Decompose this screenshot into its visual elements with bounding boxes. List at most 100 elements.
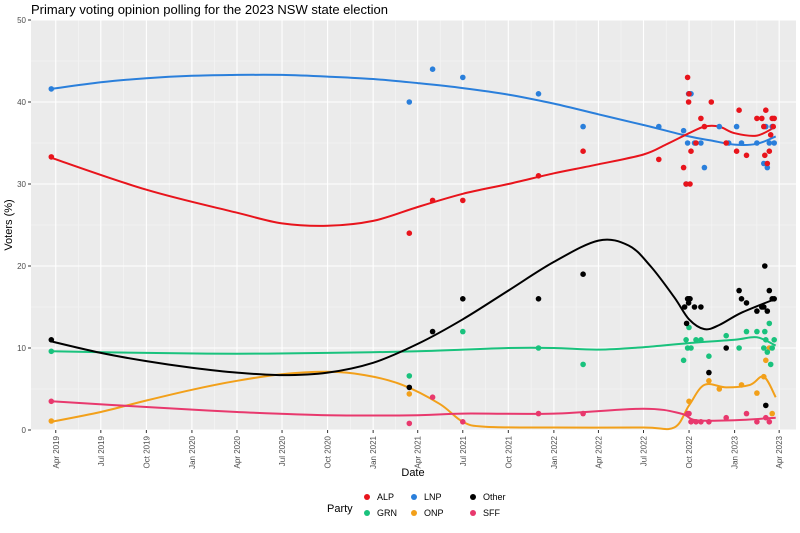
point-grn: [736, 345, 742, 351]
point-alp: [48, 154, 55, 160]
y-tick-label: 10: [17, 344, 26, 353]
point-alp: [701, 123, 708, 130]
y-axis-label: Voters (%): [3, 199, 15, 250]
point-grn: [460, 328, 466, 335]
point-alp: [736, 107, 742, 113]
point-other: [723, 345, 729, 351]
poll-points: [48, 66, 777, 427]
point-sff: [535, 410, 542, 417]
x-tick-label: Oct 2021: [504, 435, 513, 468]
point-onp: [761, 373, 767, 380]
point-sff: [688, 419, 694, 425]
x-tick-label: Apr 2021: [414, 435, 423, 468]
y-axis: 0 10 20 30 40 50: [17, 16, 31, 435]
point-alp: [759, 115, 765, 122]
point-alp: [733, 148, 740, 154]
point-sff: [754, 419, 760, 425]
point-other: [736, 287, 742, 294]
point-onp: [686, 398, 692, 405]
point-other: [743, 300, 750, 306]
point-sff: [460, 419, 466, 425]
point-onp: [706, 378, 712, 384]
point-sff: [766, 419, 773, 425]
point-grn: [763, 337, 769, 343]
point-lnp: [701, 164, 708, 171]
point-lnp: [429, 66, 436, 72]
point-other: [691, 304, 698, 310]
point-onp: [716, 386, 723, 392]
trend-line-lnp: [51, 73, 777, 146]
x-tick-label: Jan 2023: [731, 435, 740, 468]
point-onp: [754, 390, 760, 396]
point-other: [681, 304, 688, 310]
legend-label-onp: ONP: [424, 508, 444, 518]
y-tick-label: 20: [17, 262, 26, 271]
y-tick-label: 30: [17, 180, 26, 189]
point-lnp: [733, 123, 740, 130]
legend: Party ALP LNP Other GRN ONP SFF: [327, 492, 506, 518]
legend-key-grn: [364, 510, 370, 516]
point-lnp: [48, 86, 55, 92]
y-tick-label: 40: [17, 98, 26, 107]
x-tick-label: Oct 2019: [142, 435, 151, 468]
point-lnp: [766, 140, 773, 146]
point-sff: [580, 410, 586, 417]
point-grn: [743, 328, 750, 335]
point-alp: [762, 152, 768, 159]
point-other: [48, 337, 55, 343]
point-alp: [535, 173, 542, 179]
point-onp: [406, 391, 413, 397]
point-grn: [706, 353, 712, 360]
y-tick-label: 0: [22, 426, 27, 435]
point-alp: [683, 181, 689, 187]
point-alp: [686, 91, 692, 97]
point-onp: [769, 410, 775, 417]
point-lnp: [535, 91, 542, 97]
point-alp: [693, 140, 699, 146]
point-alp: [656, 156, 662, 163]
legend-label-other: Other: [483, 492, 506, 502]
point-other: [754, 308, 760, 314]
x-tick-label: Apr 2023: [775, 435, 784, 468]
point-other: [764, 308, 771, 314]
legend-label-alp: ALP: [377, 492, 394, 502]
trend-line-grn: [51, 336, 777, 355]
x-tick-label: Jul 2022: [639, 435, 648, 466]
point-lnp: [764, 164, 771, 171]
point-sff: [406, 420, 413, 427]
x-tick-label: Apr 2022: [594, 435, 603, 468]
point-lnp: [738, 140, 745, 146]
point-grn: [688, 345, 694, 351]
point-alp: [685, 99, 692, 105]
point-other: [763, 402, 769, 409]
point-alp: [687, 181, 693, 187]
point-alp: [680, 164, 687, 171]
point-sff: [698, 419, 704, 425]
point-grn: [769, 345, 775, 351]
point-grn: [683, 337, 689, 343]
point-alp: [723, 140, 729, 146]
legend-label-sff: SFF: [483, 508, 501, 518]
point-onp: [763, 357, 769, 364]
point-other: [406, 384, 413, 391]
x-tick-label: Jul 2019: [97, 435, 106, 466]
point-grn: [686, 324, 692, 331]
point-alp: [580, 148, 586, 154]
legend-key-onp: [411, 510, 417, 516]
point-grn: [680, 357, 687, 364]
point-sff: [693, 419, 699, 425]
point-alp: [770, 123, 776, 130]
point-other: [535, 296, 542, 302]
point-other: [738, 296, 745, 302]
point-other: [429, 328, 436, 335]
legend-key-sff: [470, 510, 476, 516]
point-grn: [761, 345, 767, 351]
point-other: [771, 296, 777, 302]
point-sff: [429, 394, 436, 401]
point-alp: [698, 115, 704, 122]
chart-title: Primary voting opinion polling for the 2…: [31, 2, 388, 17]
point-lnp: [684, 140, 691, 146]
point-grn: [766, 320, 773, 327]
point-grn: [698, 337, 704, 343]
point-other: [766, 287, 773, 294]
